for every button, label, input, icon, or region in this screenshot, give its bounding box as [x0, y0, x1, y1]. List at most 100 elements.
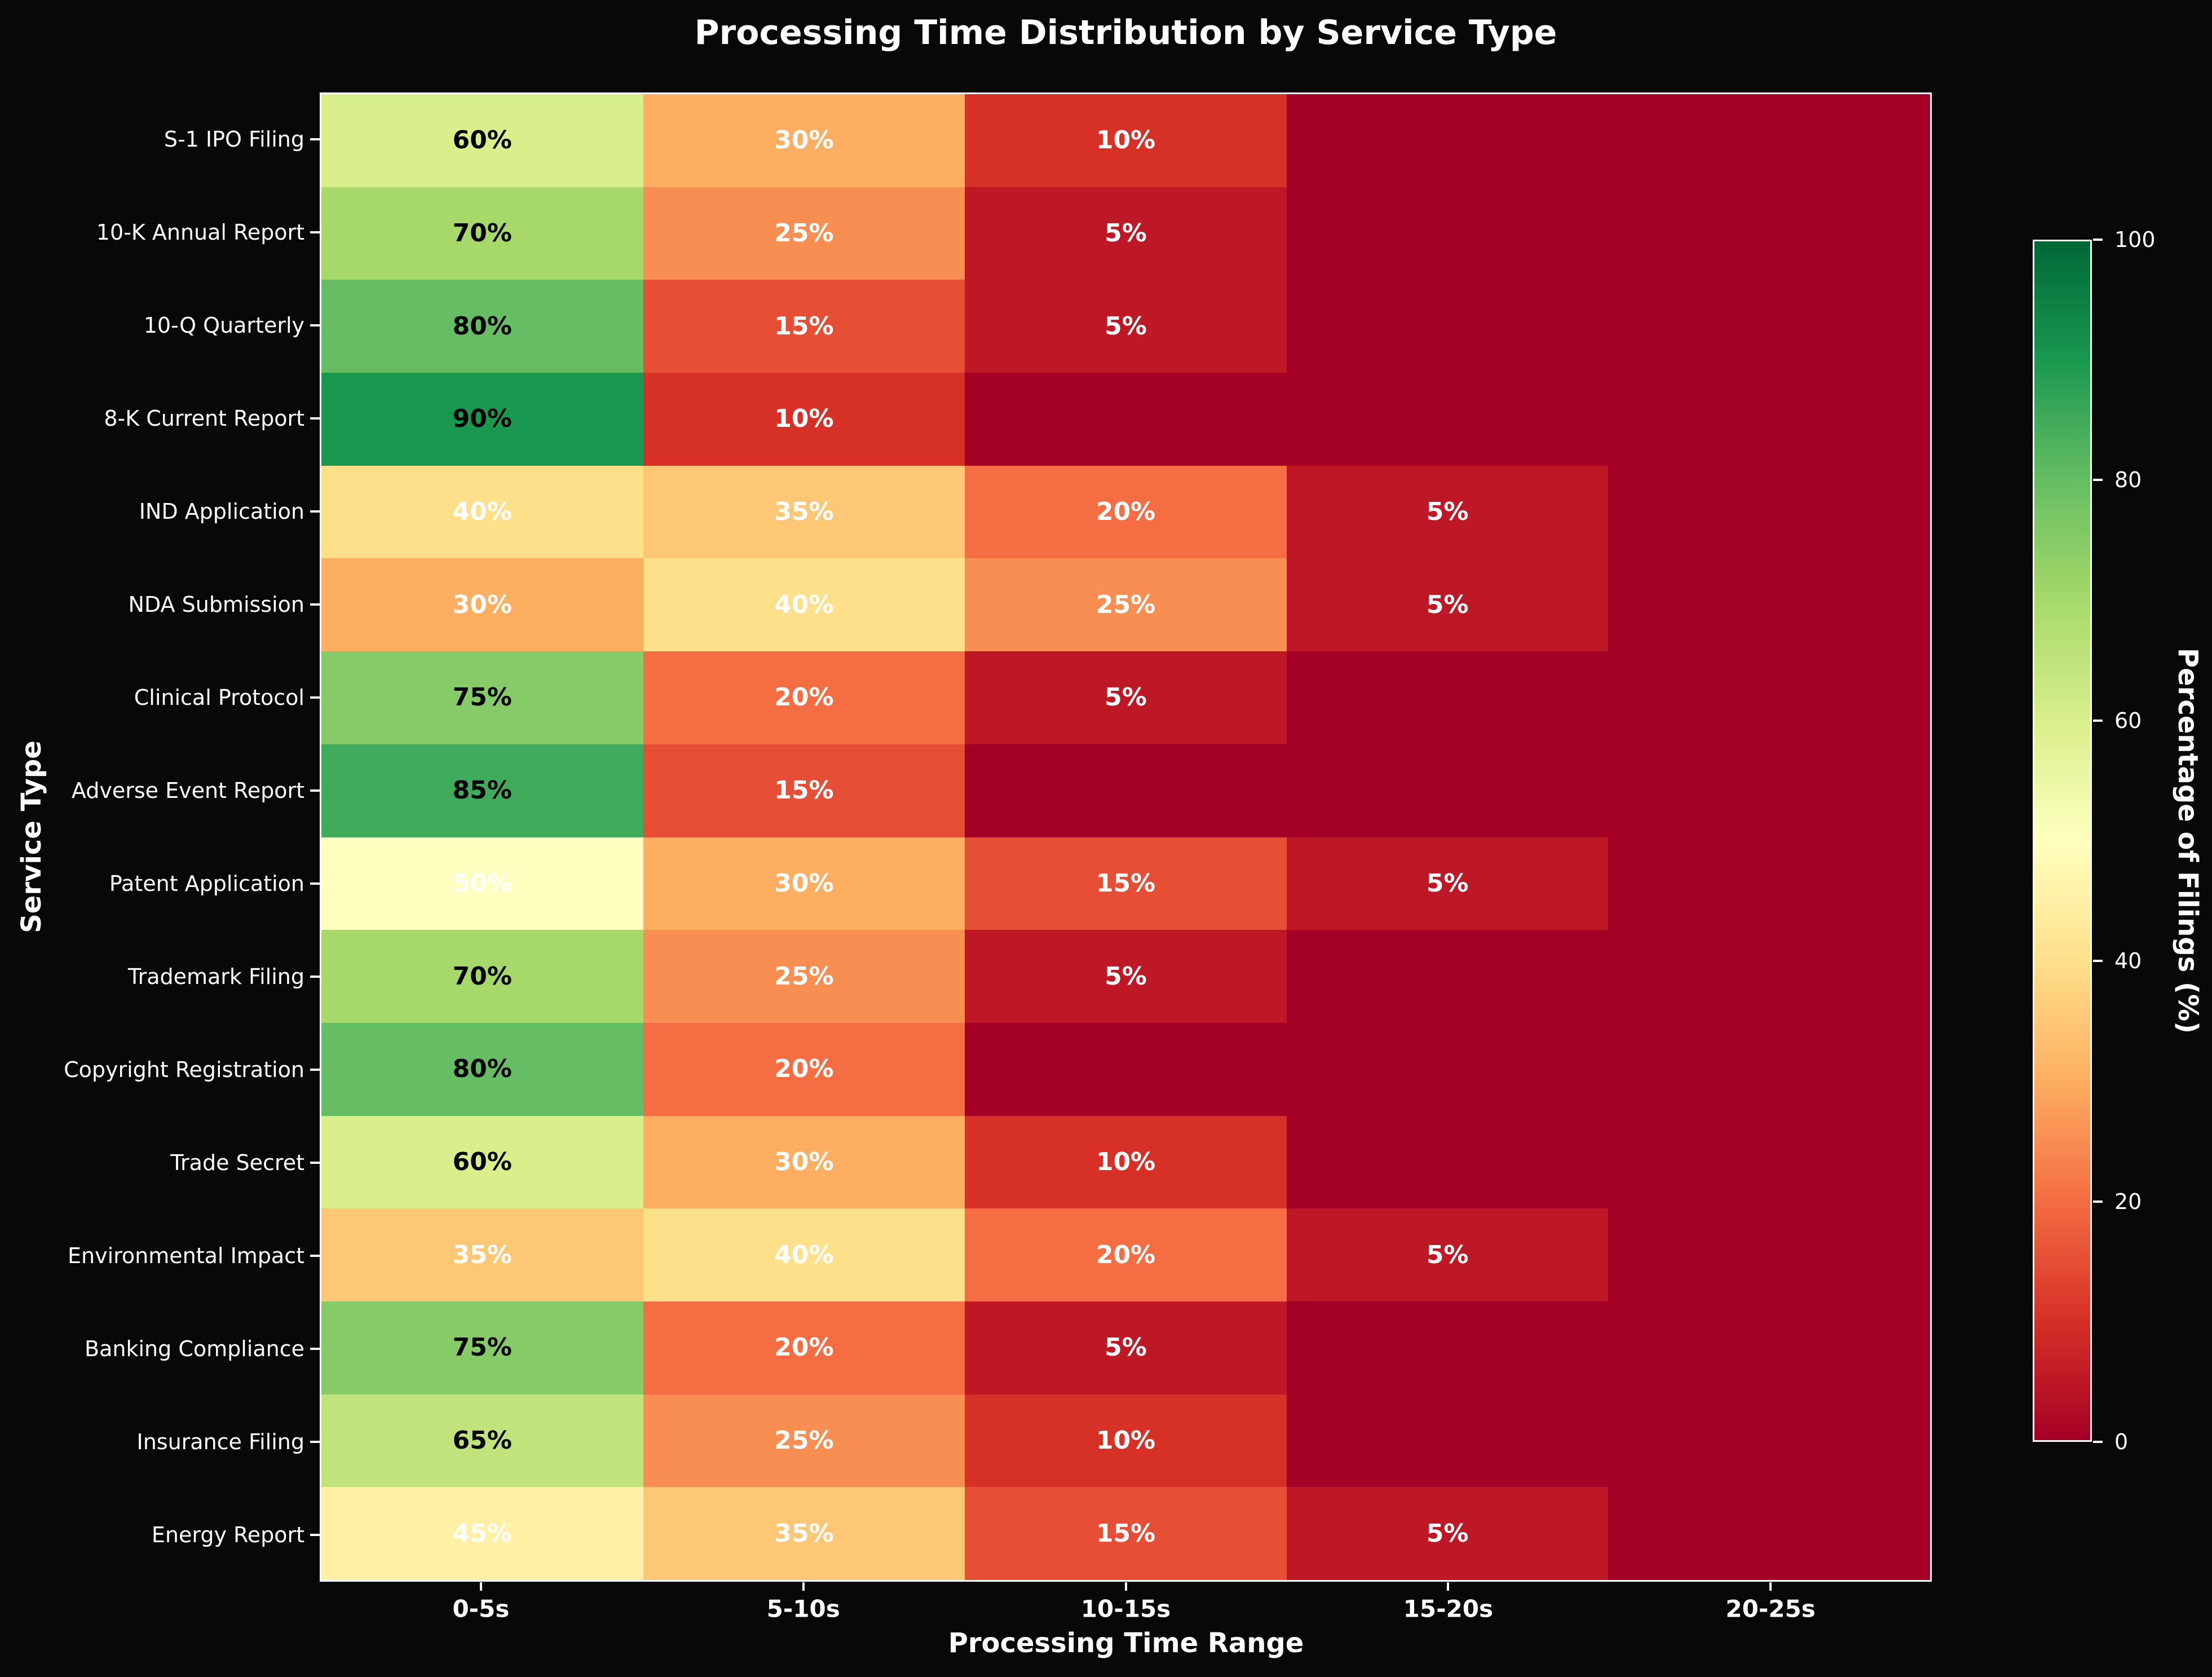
heatmap-cell [1608, 837, 1930, 930]
y-tick-mark [310, 1348, 320, 1351]
colorbar-tick-label: 0 [2114, 1429, 2129, 1454]
cell-value: 10% [774, 404, 834, 434]
cell-value: 25% [774, 219, 834, 248]
heatmap-cell [1286, 280, 1609, 373]
heatmap-cell: 65% [321, 1394, 643, 1488]
y-tick-mark [310, 976, 320, 978]
heatmap-cell [1608, 651, 1930, 744]
heatmap-cell: 50% [321, 837, 643, 930]
heatmap-cell: 20% [965, 1208, 1287, 1301]
colorbar-tick-label: 80 [2114, 467, 2142, 493]
heatmap-cell: 10% [643, 373, 965, 466]
cell-value: 20% [774, 683, 834, 712]
cell-value: 25% [774, 961, 834, 991]
cell-value: 10% [1096, 1426, 1156, 1455]
heatmap-cell [1608, 187, 1930, 280]
cell-value: 15% [774, 776, 834, 805]
heatmap-cell [1286, 744, 1609, 837]
x-tick-label: 5-10s [766, 1595, 840, 1623]
heatmap-cell: 15% [643, 280, 965, 373]
heatmap-cell: 20% [643, 1301, 965, 1394]
heatmap-cell [1608, 930, 1930, 1023]
cell-value: 10% [1096, 126, 1156, 155]
heatmap-cell: 35% [643, 1487, 965, 1580]
cell-value: 15% [774, 311, 834, 341]
x-tick-mark [479, 1582, 482, 1591]
heatmap-cell: 5% [965, 187, 1287, 280]
cell-value: 40% [774, 1240, 834, 1269]
heatmap-cell [1608, 1022, 1930, 1116]
y-tick-label: Banking Compliance [85, 1336, 304, 1362]
colorbar-label: Percentage of Filings (%) [2172, 647, 2204, 1034]
heatmap-cell: 15% [643, 744, 965, 837]
heatmap-cell [1608, 280, 1930, 373]
cell-value: 75% [452, 683, 512, 712]
heatmap-cell: 10% [965, 1115, 1287, 1209]
y-tick-mark [310, 882, 320, 885]
colorbar-tick-mark [2093, 1200, 2103, 1203]
x-axis-label: Processing Time Range [948, 1627, 1304, 1659]
cell-value: 25% [1096, 590, 1156, 619]
y-tick-label: Environmental Impact [68, 1243, 304, 1269]
y-tick-label: S-1 IPO Filing [164, 126, 304, 152]
heatmap-cell [1608, 1208, 1930, 1301]
heatmap-cell [1608, 558, 1930, 652]
y-tick-label: Copyright Registration [64, 1057, 304, 1083]
cell-value: 50% [452, 868, 512, 898]
cell-value: 30% [774, 126, 834, 155]
heatmap-cell [1286, 1022, 1609, 1116]
y-tick-mark [310, 1534, 320, 1537]
cell-value: 80% [452, 1054, 512, 1084]
y-tick-label: 8-K Current Report [104, 405, 304, 431]
heatmap-cell: 40% [643, 558, 965, 652]
cell-value: 70% [452, 219, 512, 248]
x-tick-mark [1124, 1582, 1127, 1591]
heatmap-cell: 30% [321, 558, 643, 652]
y-tick-label: Insurance Filing [136, 1429, 305, 1455]
y-tick-mark [310, 1441, 320, 1444]
heatmap-cell [1286, 930, 1609, 1023]
cell-value: 75% [452, 1333, 512, 1362]
cell-value: 20% [1096, 497, 1156, 527]
cell-value: 90% [452, 404, 512, 434]
cell-value: 5% [1426, 590, 1469, 619]
cell-value: 5% [1426, 868, 1469, 898]
heatmap-cell [965, 373, 1287, 466]
heatmap-cell: 45% [321, 1487, 643, 1580]
heatmap-cell: 25% [643, 187, 965, 280]
cell-value: 5% [1105, 961, 1147, 991]
heatmap-cell [1608, 1115, 1930, 1209]
heatmap-cell: 75% [321, 651, 643, 744]
heatmap-cell [1286, 1394, 1609, 1488]
cell-value: 35% [774, 1519, 834, 1548]
heatmap-cell: 15% [965, 1487, 1287, 1580]
cell-value: 30% [774, 868, 834, 898]
cell-value: 20% [1096, 1240, 1156, 1269]
heatmap-cell [1286, 187, 1609, 280]
x-tick-label: 10-15s [1080, 1595, 1171, 1623]
x-tick-label: 15-20s [1403, 1595, 1493, 1623]
colorbar-tick-mark [2093, 479, 2103, 482]
heatmap-cell: 25% [643, 930, 965, 1023]
heatmap-cell [1286, 373, 1609, 466]
heatmap-cell: 5% [1286, 558, 1609, 652]
y-tick-mark [310, 1255, 320, 1257]
heatmap-cell: 5% [965, 280, 1287, 373]
heatmap-cell: 60% [321, 94, 643, 187]
x-tick-mark [1447, 1582, 1450, 1591]
heatmap-cell: 5% [1286, 465, 1609, 559]
cell-value: 60% [452, 1147, 512, 1176]
heatmap-cell: 25% [965, 558, 1287, 652]
x-tick-mark [802, 1582, 805, 1591]
y-tick-mark [310, 138, 320, 140]
heatmap-cell: 5% [1286, 1487, 1609, 1580]
cell-value: 15% [1096, 1519, 1156, 1548]
heatmap-cell: 5% [965, 651, 1287, 744]
cell-value: 35% [774, 497, 834, 527]
heatmap-cell [1608, 1394, 1930, 1488]
cell-value: 65% [452, 1426, 512, 1455]
heatmap-cell: 20% [643, 1022, 965, 1116]
y-tick-mark [310, 510, 320, 513]
heatmap-cell [1286, 1115, 1609, 1209]
